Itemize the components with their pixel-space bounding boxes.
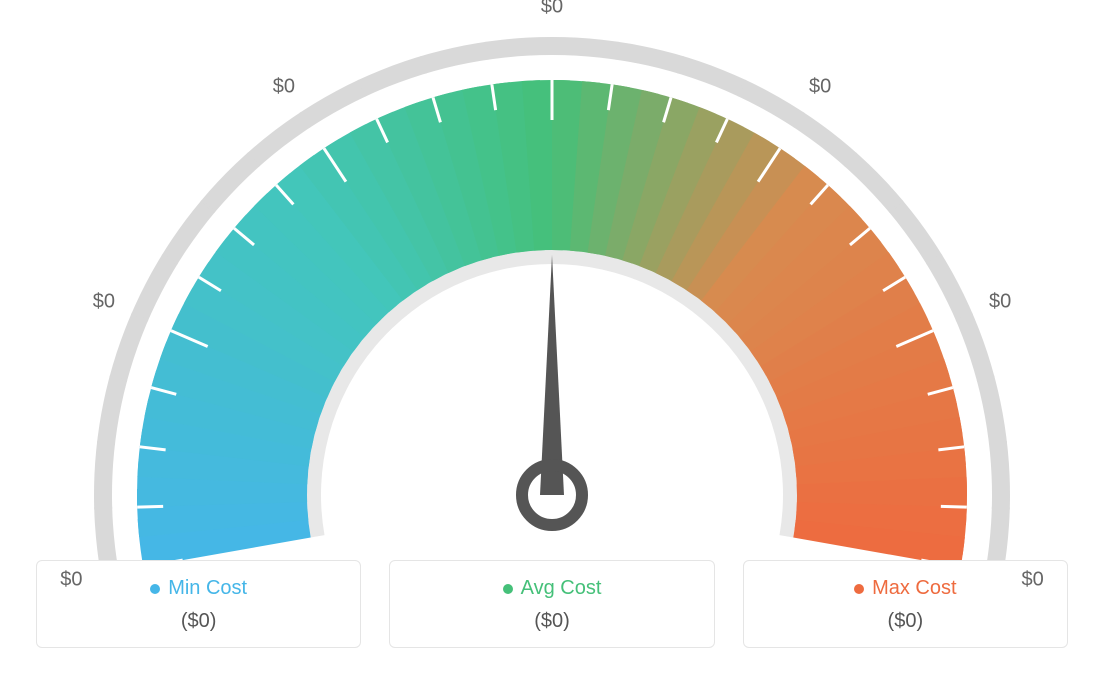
gauge-tick-label: $0 [273,76,295,99]
legend-dot-avg [503,584,513,594]
legend-label-max: Max Cost [872,577,956,600]
legend-value-min: ($0) [37,610,360,633]
legend-label-min: Min Cost [168,577,247,600]
gauge-tick-label: $0 [541,0,563,19]
gauge-svg [0,0,1104,560]
gauge-tick-label: $0 [989,290,1011,313]
legend-card-min: Min Cost ($0) [36,560,361,648]
gauge-tick-label: $0 [93,290,115,313]
legend-card-avg: Avg Cost ($0) [389,560,714,648]
legend-value-avg: ($0) [390,610,713,633]
legend-label-avg: Avg Cost [521,577,602,600]
legend-dot-max [854,584,864,594]
legend-row: Min Cost ($0) Avg Cost ($0) Max Cost ($0… [0,560,1104,648]
legend-value-max: ($0) [744,610,1067,633]
legend-dot-min [150,584,160,594]
gauge-tick-label: $0 [1021,568,1043,591]
gauge-tick-label: $0 [60,568,82,591]
gauge-chart: $0$0$0$0$0$0$0 [0,0,1104,560]
gauge-tick-label: $0 [809,76,831,99]
legend-card-max: Max Cost ($0) [743,560,1068,648]
